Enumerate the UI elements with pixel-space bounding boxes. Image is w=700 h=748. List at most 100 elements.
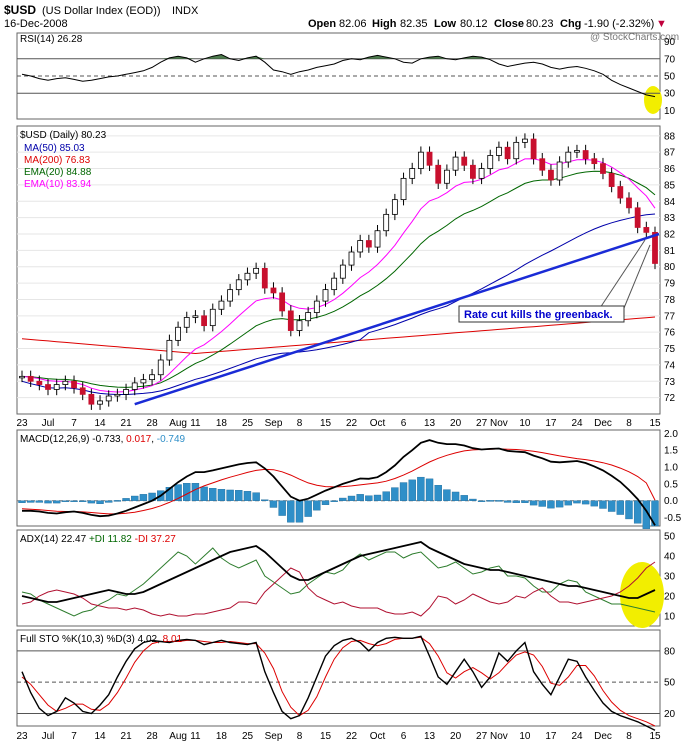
adx-title: ADX(14) 22.47 +DI 11.82 -DI 37.27 — [20, 534, 176, 545]
sto-panel — [16, 629, 661, 727]
candle — [244, 272, 251, 281]
x-tick-label: 11 — [190, 418, 201, 429]
x-tick-label: 18 — [216, 418, 228, 429]
candle — [391, 199, 398, 215]
macd-hist-bar — [321, 500, 330, 505]
macd-hist-bar — [243, 491, 252, 501]
macd-hist-bar — [434, 485, 442, 501]
x-tick-label: Oct — [370, 731, 386, 742]
rsi-tick-label: 30 — [664, 89, 676, 100]
macd-line — [22, 439, 656, 526]
candle — [331, 277, 338, 291]
macd-title: MACD(12,26,9) -0.733, 0.017, -0.749 — [20, 434, 186, 445]
open-label: Open — [308, 18, 336, 30]
x-tick-label: 6 — [401, 731, 407, 742]
price-tick-label: 84 — [664, 197, 676, 208]
price-tick-label: 79 — [664, 279, 676, 290]
candle — [36, 380, 43, 385]
price-tick-label: 80 — [664, 262, 676, 273]
candle — [71, 380, 77, 389]
candle — [470, 164, 476, 179]
macd-hist-bar — [339, 497, 347, 501]
annotation-arrow-2 — [623, 244, 651, 309]
candle — [435, 164, 442, 184]
macd-hist-bar — [113, 500, 122, 502]
macd-tick-label: 1.5 — [664, 446, 678, 457]
macd-tick-label: 0.0 — [664, 496, 678, 507]
price-plot: 72 73 74 75 76 77 78 79 80 81 82 83 84 85 86 87 88 — [17, 131, 676, 410]
legend-ma200: MA(200) 76.83 — [24, 155, 91, 166]
candle — [175, 326, 181, 341]
sto-tick-label: 20 — [664, 709, 676, 720]
candle — [548, 169, 554, 181]
x-tick-label: 27 — [476, 731, 488, 742]
macd-hist-bar — [44, 500, 52, 504]
candle — [183, 317, 190, 328]
x-tick-label: Oct — [370, 418, 386, 429]
sto-k-line — [21, 635, 656, 731]
macd-hist-bar — [209, 488, 217, 501]
price-tick-label: 73 — [664, 377, 676, 388]
candle — [565, 151, 572, 163]
x-tick-label: 6 — [401, 418, 407, 429]
macd-hist-bar — [503, 500, 512, 503]
candle — [626, 197, 632, 209]
x-tick-label: 10 — [519, 731, 531, 742]
annotation: Rate cut kills the greenback. — [458, 239, 651, 323]
candle — [114, 393, 121, 397]
x-tick-label: 23 — [16, 418, 28, 429]
macd-hist-bar — [373, 494, 382, 501]
rsi-tick-label: 90 — [664, 37, 676, 48]
x-tick-label: Sep — [265, 731, 283, 742]
x-tick-label: 20 — [450, 418, 462, 429]
macd-hist-bar — [382, 491, 390, 501]
open-value: 82.06 — [339, 18, 367, 30]
candle — [357, 240, 364, 253]
x-tick-label: 13 — [424, 731, 436, 742]
ma200-line — [21, 316, 656, 355]
sto-tick-label: 50 — [664, 678, 676, 689]
plus-di-line — [21, 547, 656, 617]
legend-ma50: MA(50) 85.03 — [24, 143, 85, 154]
macd-hist-bar — [96, 500, 104, 504]
x-tick-label: 27 — [476, 418, 488, 429]
candle — [279, 292, 286, 312]
rsi-line — [21, 53, 656, 98]
candle — [131, 382, 138, 390]
candle — [582, 150, 589, 160]
chg-value: -1.90 (-2.32%) — [584, 18, 654, 30]
candle — [478, 168, 485, 179]
macd-hist-bar — [235, 490, 243, 501]
adx-plot: 10 20 30 40 50 — [21, 532, 676, 623]
candle — [417, 151, 424, 169]
candle — [530, 138, 537, 160]
x-tick-label: 28 — [147, 731, 159, 742]
candle — [261, 267, 268, 289]
macd-hist-bar — [122, 498, 130, 501]
ema20-line — [21, 170, 656, 388]
candle — [574, 150, 580, 153]
high-label: High — [372, 18, 397, 30]
macd-hist-bar — [529, 500, 538, 506]
x-tick-label: Aug — [169, 731, 187, 742]
candle — [209, 308, 216, 327]
adx-tick-label: 10 — [664, 612, 676, 623]
x-tick-label: 28 — [147, 418, 159, 429]
macd-tick-label: 2.0 — [664, 429, 678, 440]
macd-hist-bar — [191, 483, 200, 501]
watermark: @ StockCharts.com — [590, 32, 679, 43]
candle — [235, 279, 242, 291]
legend-ema10: EMA(10) 83.94 — [24, 179, 92, 190]
macd-hist-bar — [573, 500, 581, 504]
adx-tick-label: 30 — [664, 572, 676, 583]
macd-hist-bar — [460, 495, 468, 501]
candle — [53, 384, 60, 390]
macd-hist-bar — [18, 500, 26, 503]
x-tick-label: 18 — [216, 731, 228, 742]
x-tick-label: 24 — [571, 731, 583, 742]
candle — [461, 156, 468, 166]
macd-hist-bar — [564, 500, 572, 506]
macd-hist-bar — [330, 500, 338, 502]
price-tick-label: 81 — [664, 246, 676, 257]
